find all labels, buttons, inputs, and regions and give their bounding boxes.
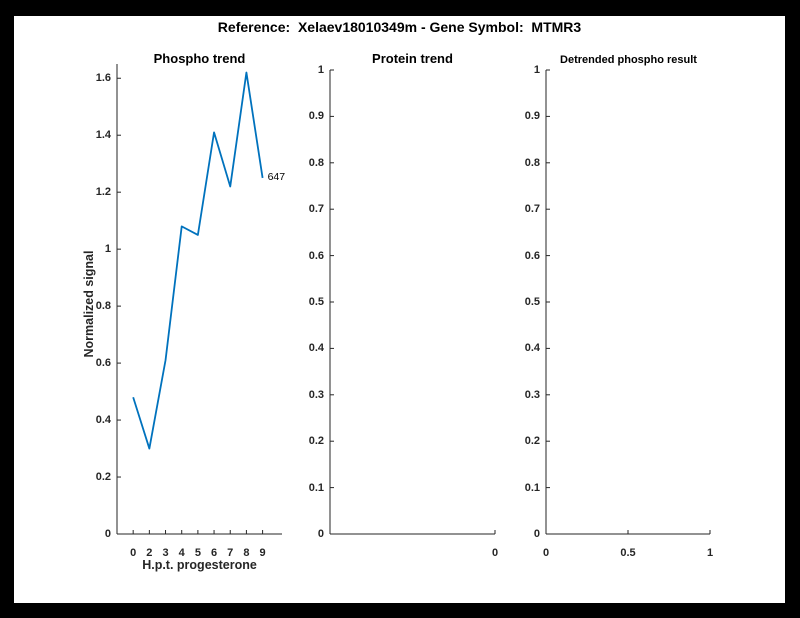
y-tick-label: 1.2 — [95, 186, 111, 199]
x-tick-label: 0 — [542, 547, 550, 559]
y-tick-label: 0.8 — [308, 156, 324, 169]
x-tick-label: 8 — [243, 547, 250, 559]
phospho-x-axis-label: H.p.t. progesterone — [142, 558, 257, 572]
y-tick-label: 0.1 — [308, 481, 324, 494]
series-end-annotation: 647 — [267, 170, 286, 183]
y-tick-label: 0.3 — [524, 388, 540, 401]
y-tick-label: 0.9 — [524, 110, 540, 123]
y-tick-label: 0.1 — [524, 481, 540, 494]
y-tick-label: 0.7 — [308, 203, 324, 216]
x-tick-label: 6 — [210, 547, 218, 559]
x-tick-label: 5 — [194, 547, 201, 559]
y-tick-label: 1 — [533, 64, 540, 76]
y-tick-label: 0.4 — [524, 342, 540, 355]
y-tick-label: 0.2 — [308, 435, 324, 448]
subplot-protein-title: Protein trend — [372, 51, 453, 66]
y-tick-label: 0.9 — [308, 110, 324, 123]
y-tick-label: 0 — [533, 528, 540, 540]
y-tick-label: 0.2 — [95, 471, 111, 484]
y-tick-label: 0 — [104, 528, 111, 540]
y-tick-label: 0.4 — [95, 414, 111, 427]
x-tick-label: 9 — [259, 547, 266, 559]
x-tick-label: 0 — [130, 547, 137, 559]
y-tick-label: 0.8 — [95, 300, 111, 313]
plots-svg — [116, 64, 711, 535]
y-tick-label: 0.3 — [308, 388, 324, 401]
y-tick-label: 1.4 — [95, 129, 111, 142]
y-tick-label: 1.6 — [95, 72, 111, 85]
y-tick-label: 1 — [104, 243, 111, 256]
y-tick-label: 0.5 — [524, 296, 540, 308]
x-tick-label: 1 — [706, 547, 714, 559]
y-tick-label: 0.2 — [524, 435, 540, 448]
y-tick-label: 0.6 — [524, 249, 540, 262]
x-tick-label: 4 — [178, 547, 185, 559]
y-tick-label: 0.4 — [308, 342, 324, 355]
x-tick-label: 0.5 — [620, 547, 636, 559]
y-tick-label: 1 — [317, 64, 324, 76]
subplot-phospho-title: Phospho trend — [153, 51, 246, 66]
x-tick-label: 0 — [491, 547, 499, 559]
x-tick-label: 3 — [162, 547, 169, 559]
y-tick-label: 0.7 — [524, 203, 540, 216]
y-tick-label: 0.6 — [308, 249, 324, 262]
y-tick-label: 0 — [317, 528, 324, 540]
y-tick-label: 0.5 — [308, 296, 324, 308]
matlab-figure-canvas: Reference: Xelaev18010349m - Gene Symbol… — [14, 16, 785, 603]
x-tick-label: 7 — [227, 547, 234, 559]
y-tick-label: 0.6 — [95, 357, 111, 370]
y-tick-label: 0.8 — [524, 156, 540, 169]
x-tick-label: 2 — [146, 547, 153, 559]
subplot-detrended-title: Detrended phospho result — [560, 54, 697, 66]
figure-title: Reference: Xelaev18010349m - Gene Symbol… — [217, 19, 582, 35]
phospho-trend-line — [132, 71, 264, 450]
